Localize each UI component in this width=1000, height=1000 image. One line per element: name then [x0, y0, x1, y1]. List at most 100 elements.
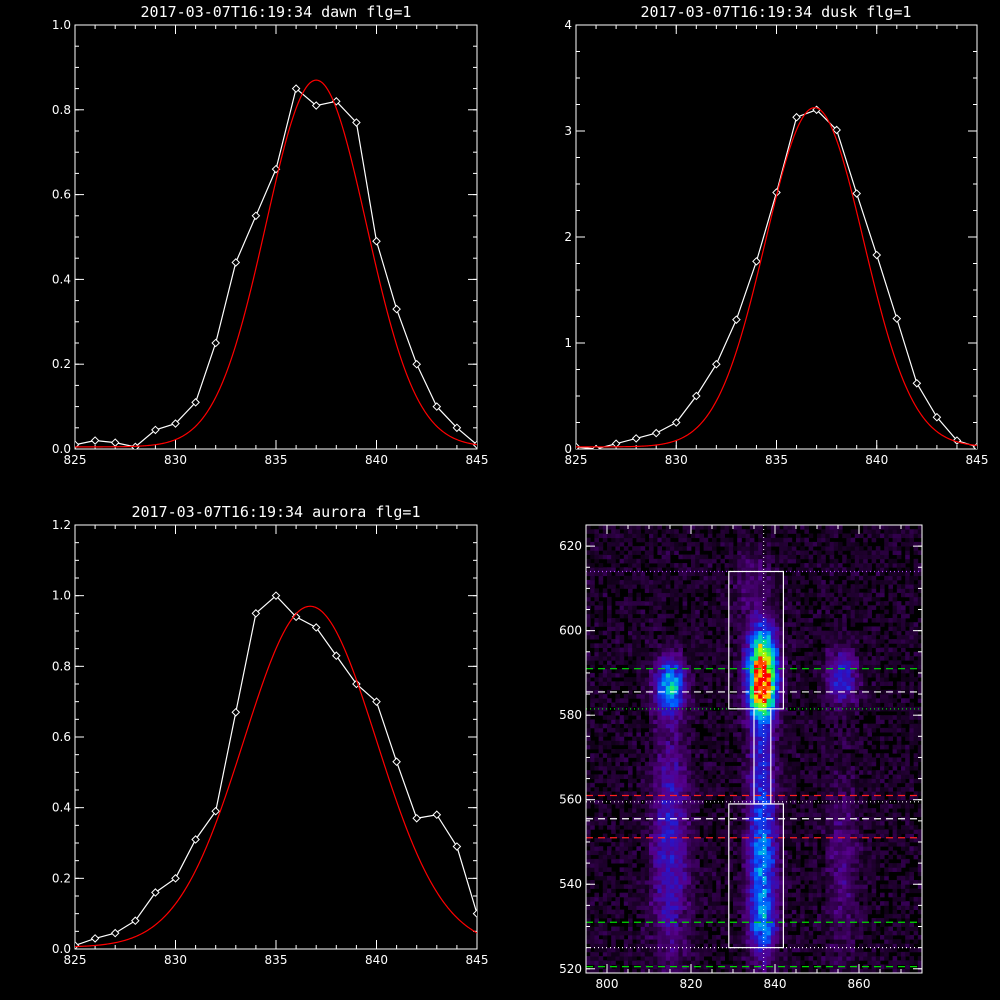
panel-dusk-xtick-label: 835: [765, 453, 788, 467]
heatmap-xtick-label: 800: [596, 977, 619, 991]
heatmap-ytick-label: 520: [559, 962, 582, 976]
panel-dusk-data-point: [671, 418, 681, 427]
heatmap-ytick-label: 540: [559, 877, 582, 891]
panel-aurora-xtick-label: 835: [265, 953, 288, 967]
panel-aurora-data-point: [231, 707, 241, 717]
panel-dusk-data-point: [952, 436, 962, 445]
heatmap-xtick-label: 840: [764, 977, 787, 991]
panel-aurora-ytick-label: 0.0: [52, 942, 71, 956]
panel-dawn-fit-curve: [75, 79, 477, 448]
panel-dusk-data-point: [576, 442, 581, 449]
panel-aurora-ytick-label: 1.0: [52, 589, 71, 603]
heatmap-ytick-label: 620: [559, 539, 582, 553]
panel-dawn-frame: [74, 24, 478, 450]
panel-dawn: 825 830 835 840 845 0.0 0.2 0.4 0.6 0.8 1.0: [52, 18, 489, 467]
panel-dawn-ytick-label: 0.0: [52, 442, 71, 456]
panel-aurora-data-point: [452, 842, 462, 851]
panel-dusk-data-point: [852, 189, 862, 198]
panel-dawn-data-point: [110, 438, 120, 447]
panel-dawn-data-point: [90, 436, 100, 445]
panel-dawn-data-point: [251, 211, 261, 221]
panel-dawn-data-point: [372, 236, 381, 246]
panel-aurora-xtick-label: 845: [466, 953, 489, 967]
panel-aurora-data-point: [392, 757, 401, 767]
panel-dusk-data-point: [631, 434, 641, 443]
panel-aurora-data-point: [191, 835, 200, 844]
panel-dusk-xtick-label: 825: [565, 453, 588, 467]
panel-dusk-xtick-label: 840: [865, 453, 888, 467]
panel-aurora-data-point: [171, 874, 180, 883]
panel-dawn-data-point: [211, 338, 221, 348]
panel-dawn-ytick-label: 0.6: [52, 188, 71, 202]
panel-aurora-data-point: [211, 806, 221, 816]
panel-aurora-data-point: [432, 810, 442, 820]
panel-dusk-data-point: [912, 378, 922, 388]
panel-aurora-data-point: [251, 609, 261, 618]
panel-dusk: 825 830 835 840 845 0 1 2 3 4: [564, 18, 988, 467]
panel-aurora-data-point: [90, 934, 100, 943]
panel-aurora-data-point: [331, 651, 341, 661]
panel-aurora-data-point: [472, 909, 477, 918]
panel-dawn-data-point: [352, 118, 361, 127]
panel-aurora-data-point: [110, 928, 120, 938]
panel-aurora-data-point: [372, 697, 381, 706]
panel-dusk-ytick-label: 3: [564, 124, 572, 138]
panel-aurora-data-point: [151, 888, 160, 897]
panel-dusk-data-point: [752, 257, 761, 266]
panel-dusk-data-point: [832, 125, 841, 135]
panel-dawn-data-point: [151, 425, 160, 435]
panel-dusk-data-point: [892, 314, 902, 323]
panel-aurora-data-point: [412, 813, 422, 823]
panel-dawn-data-point: [291, 84, 301, 93]
panel-aurora-data-point: [75, 941, 80, 949]
panel-dawn-data-line: [75, 87, 477, 448]
panel-aurora-frame: [74, 524, 478, 950]
panel-dawn-ytick-label: 0.8: [52, 103, 71, 117]
panel-aurora-data-point: [352, 679, 361, 689]
heatmap-ytick-label: 600: [559, 624, 582, 638]
panel-aurora-ytick-label: 0.4: [52, 801, 71, 815]
panel-aurora-ytick-label: 1.2: [52, 518, 71, 532]
panel-dawn-xtick-label: 845: [466, 453, 489, 467]
panel-aurora-title: 2017-03-07T16:19:34 aurora flg=1: [132, 503, 421, 521]
panel-aurora-ytick-label: 0.6: [52, 730, 71, 744]
panel-aurora-fit-curve: [75, 605, 477, 948]
panel-dawn-title: 2017-03-07T16:19:34 dawn flg=1: [141, 3, 412, 21]
panel-aurora-xtick-label: 840: [365, 953, 388, 967]
panel-dawn-data-point: [452, 423, 462, 433]
panel-dawn-data-point: [392, 304, 401, 314]
panel-aurora-data-point: [291, 612, 301, 622]
panel-aurora-ytick-label: 0.8: [52, 659, 71, 673]
panel-dusk-data-point: [691, 391, 701, 401]
heatmap-ytick-label: 560: [559, 793, 582, 807]
panel-dusk-fit-curve: [576, 107, 977, 448]
heatmap-xtick-label: 860: [848, 977, 871, 991]
panel-dawn-xtick-label: 835: [265, 453, 288, 467]
panel-dusk-data-point: [792, 112, 801, 122]
panel-dawn-data-point: [311, 101, 321, 110]
panel-aurora-ytick-label: 0.2: [52, 871, 71, 885]
heatmap-xtick-label: 820: [680, 977, 703, 991]
panel-dusk-ytick-label: 2: [564, 230, 572, 244]
panel-image-heatmap: 800 820 840 860 520 540 560 580 600 620: [559, 524, 923, 991]
panel-dawn-xtick-label: 825: [64, 453, 87, 467]
panel-dusk-title: 2017-03-07T16:19:34 dusk flg=1: [641, 3, 912, 21]
panel-dawn-xtick-label: 830: [164, 453, 187, 467]
panel-dusk-ytick-label: 0: [564, 442, 572, 456]
panel-dusk-xtick-label: 830: [665, 453, 688, 467]
heatmap-ytick-label: 580: [559, 708, 582, 722]
panel-dawn-ytick-label: 0.4: [52, 272, 71, 286]
panel-dusk-ytick-label: 1: [564, 336, 572, 350]
panel-aurora-data-point: [271, 591, 281, 600]
panel-dusk-data-point: [932, 412, 942, 422]
panel-dusk-data-point: [651, 428, 661, 438]
panel-dawn-ytick-label: 1.0: [52, 18, 71, 32]
panel-dawn-ytick-label: 0.2: [52, 357, 71, 371]
panel-aurora: 825 830 835 840 845 0.0 0.2 0.4 0.6 0.8 1.0 1.2: [52, 518, 489, 967]
panel-dusk-data-point: [732, 315, 741, 324]
panel-dawn-data-point: [412, 359, 422, 369]
panel-dawn-data-point: [171, 419, 180, 428]
panel-aurora-xtick-label: 825: [64, 953, 87, 967]
